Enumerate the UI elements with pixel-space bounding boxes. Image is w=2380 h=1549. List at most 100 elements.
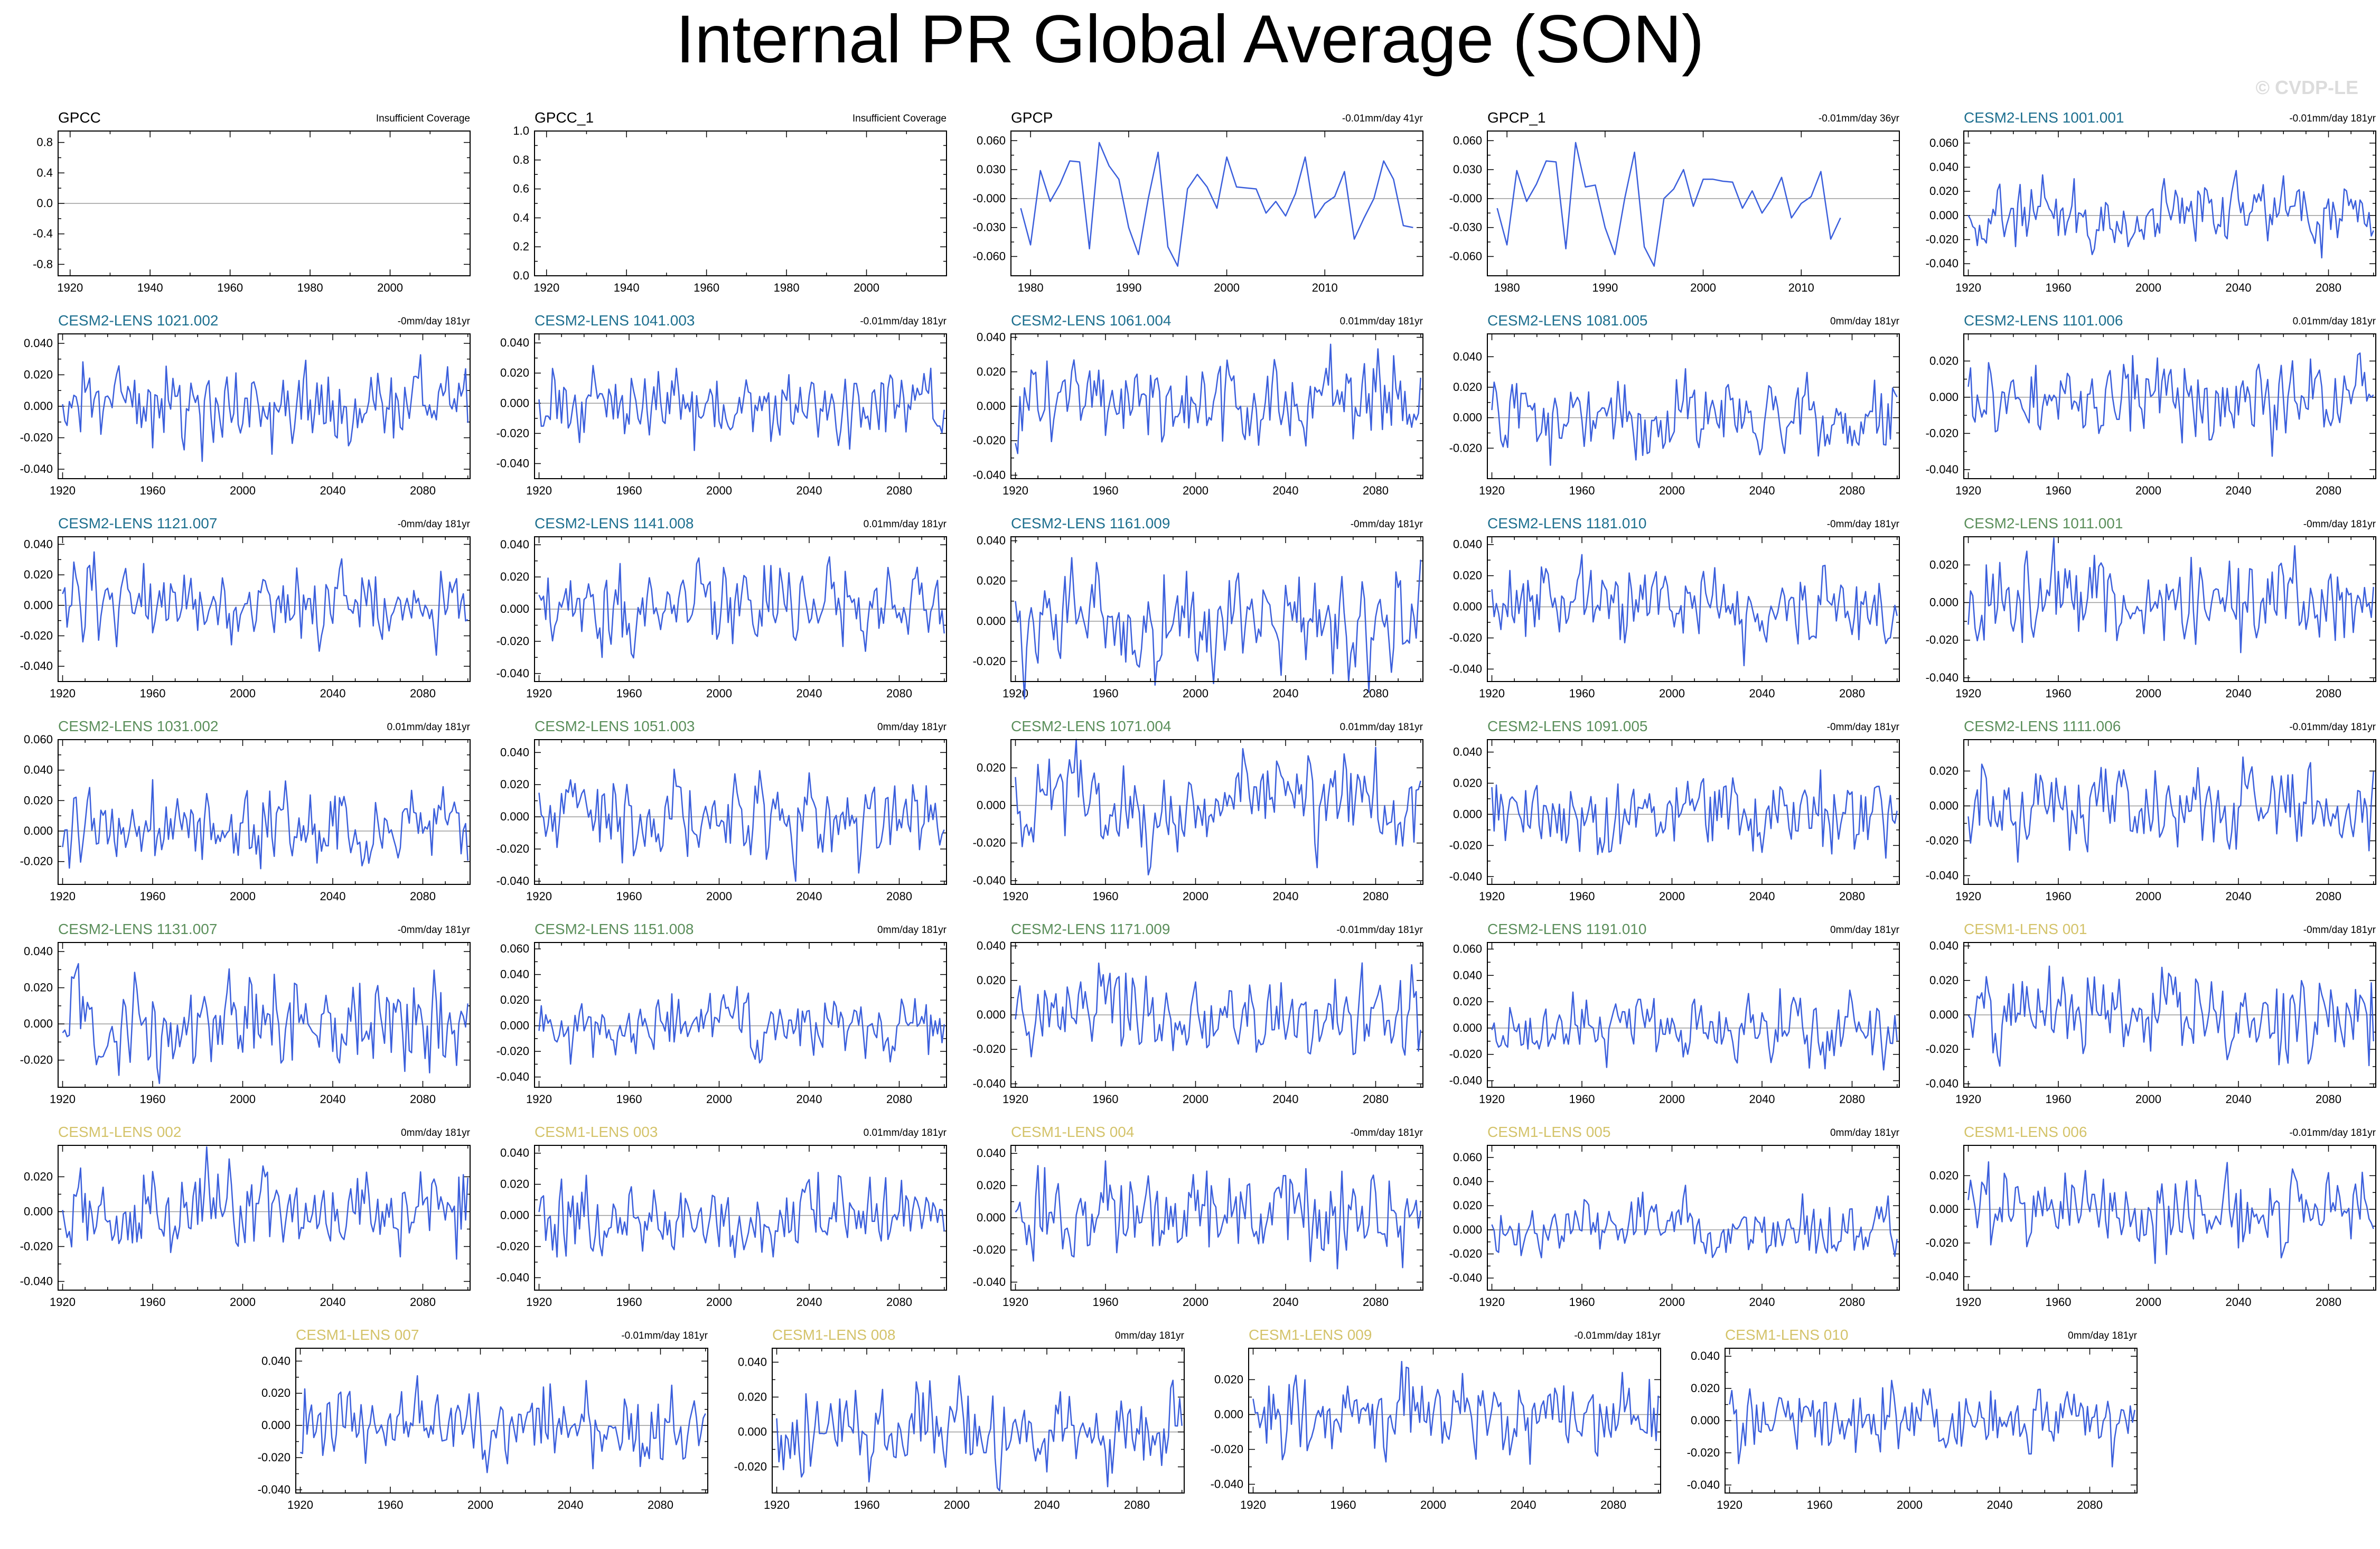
- x-tick-label: 2000: [230, 484, 256, 497]
- x-tick-label: 1920: [50, 890, 76, 903]
- panel-title: CESM2-LENS 1021.002: [58, 312, 219, 329]
- plot-frame: [58, 130, 471, 276]
- plot-frame: [295, 1348, 708, 1494]
- x-tick-label: 1960: [1569, 1093, 1595, 1106]
- y-tick-label: 0.020: [1453, 1199, 1482, 1212]
- x-tick-label: 2000: [706, 1093, 732, 1106]
- panel-title: CESM2-LENS 1031.002: [58, 718, 219, 734]
- x-tick-label: 1960: [140, 687, 166, 700]
- panel-title: GPCP: [1011, 109, 1053, 126]
- panel-trend-label: 0mm/day 181yr: [1830, 1127, 1900, 1139]
- x-tick-label: 1990: [1592, 281, 1618, 294]
- x-tick-label: 2080: [1124, 1498, 1150, 1511]
- y-tick-label: -0.020: [496, 634, 529, 648]
- x-tick-label: 2080: [2316, 687, 2341, 700]
- y-tick-label: 0.000: [977, 614, 1006, 628]
- y-tick-label: -0.020: [1926, 1042, 1959, 1056]
- y-tick-label: 0.020: [1214, 1373, 1243, 1386]
- x-tick-label: 2040: [1273, 687, 1299, 700]
- panel-trend-label: 0.01mm/day 181yr: [387, 722, 471, 733]
- panel-0: GPCC Insufficient Coverage -0.8 -0.4 0.0 0.4 0…: [33, 109, 471, 294]
- y-tick-label: -0.040: [1926, 257, 1959, 270]
- x-tick-label: 2080: [886, 687, 912, 700]
- panel-title: CESM2-LENS 1051.003: [535, 718, 695, 734]
- y-tick-label: 0.020: [1929, 974, 1959, 987]
- x-tick-label: 1940: [137, 281, 163, 294]
- panel-title: GPCP_1: [1487, 109, 1546, 126]
- y-tick-label: 0.020: [977, 761, 1006, 774]
- panel-11: CESM2-LENS 1141.008 0.01mm/day 181yr -0.04…: [496, 515, 947, 700]
- y-tick-label: -0.020: [1449, 441, 1482, 454]
- x-tick-label: 2080: [2316, 1093, 2341, 1106]
- y-tick-label: 0.020: [500, 570, 529, 583]
- plot-frame: [58, 1145, 471, 1291]
- y-tick-label: 0.020: [500, 1178, 529, 1191]
- y-tick-label: 0.2: [513, 240, 529, 253]
- panel-7: CESM2-LENS 1061.004 0.01mm/day 181yr -0.04…: [973, 312, 1423, 497]
- x-tick-label: 2040: [1273, 1295, 1299, 1309]
- panel-trend-label: 0.01mm/day 181yr: [2293, 316, 2376, 327]
- y-tick-label: -0.040: [20, 462, 53, 475]
- y-tick-label: -0.020: [1449, 1247, 1482, 1261]
- x-tick-label: 2000: [1183, 484, 1208, 497]
- x-tick-label: 2040: [2226, 1093, 2252, 1106]
- y-tick-label: 0.040: [24, 763, 53, 777]
- y-tick-label: 0.040: [500, 745, 529, 759]
- panel-trend-label: -0.01mm/day 181yr: [1336, 925, 1423, 936]
- y-tick-label: 0.020: [977, 1179, 1006, 1192]
- x-tick-label: 1920: [1479, 1295, 1505, 1309]
- y-tick-label: -0.020: [1926, 1236, 1959, 1249]
- y-tick-label: -0.040: [1926, 869, 1959, 882]
- panel-trend-label: 0mm/day 181yr: [2068, 1330, 2138, 1341]
- x-tick-label: 1920: [1955, 1295, 1981, 1309]
- panel-16: CESM2-LENS 1051.003 0mm/day 181yr -0.040 -0…: [496, 718, 947, 903]
- x-tick-label: 1960: [217, 281, 243, 294]
- x-tick-label: 1960: [140, 1093, 166, 1106]
- plot-frame: [534, 942, 947, 1088]
- y-tick-label: 0.040: [1929, 161, 1959, 174]
- panel-title: CESM2-LENS 1011.001: [1964, 515, 2123, 531]
- panel-trend-label: Insufficient Coverage: [376, 113, 470, 124]
- panel-9: CESM2-LENS 1101.006 0.01mm/day 181yr -0.04…: [1926, 312, 2376, 497]
- y-tick-label: -0.030: [1449, 221, 1482, 234]
- panel-trend-label: -0mm/day 181yr: [398, 316, 471, 327]
- y-tick-label: -0.040: [1926, 463, 1959, 476]
- y-tick-label: -0.020: [973, 1243, 1006, 1256]
- panel-trend-label: -0mm/day 181yr: [398, 925, 471, 936]
- y-tick-label: 0.000: [1453, 411, 1482, 424]
- series-line: [1491, 368, 1898, 466]
- y-tick-label: -0.040: [1449, 870, 1482, 883]
- x-tick-label: 1920: [50, 1093, 76, 1106]
- x-tick-label: 1960: [694, 281, 719, 294]
- series-line: [1015, 739, 1421, 876]
- x-tick-label: 1920: [1002, 1093, 1028, 1106]
- x-tick-label: 2080: [1600, 1498, 1626, 1511]
- x-tick-label: 2000: [706, 890, 732, 903]
- y-tick-label: -0.020: [1926, 426, 1959, 440]
- x-tick-label: 2080: [1363, 484, 1389, 497]
- x-tick-label: 2040: [2226, 687, 2252, 700]
- y-tick-label: -0.040: [496, 456, 529, 470]
- panel-title: CESM2-LENS 1101.006: [1964, 312, 2123, 329]
- y-tick-label: 0.000: [1453, 600, 1482, 613]
- y-tick-label: -0.030: [973, 221, 1006, 234]
- panel-trend-label: -0mm/day 181yr: [398, 519, 471, 530]
- y-tick-label: 0.4: [36, 166, 53, 179]
- y-tick-label: 0.020: [500, 778, 529, 791]
- y-tick-label: 0.8: [36, 136, 53, 149]
- x-tick-label: 2000: [377, 281, 403, 294]
- y-tick-label: 0.040: [24, 337, 53, 350]
- series-line: [1015, 343, 1421, 454]
- x-tick-label: 1920: [1479, 687, 1505, 700]
- series-line: [62, 551, 468, 656]
- x-tick-label: 1920: [1955, 484, 1981, 497]
- y-tick-label: -0.020: [20, 629, 53, 642]
- y-tick-label: 0.020: [977, 974, 1006, 987]
- panel-trend-label: -0.01mm/day 181yr: [2289, 113, 2376, 124]
- panel-trend-label: -0mm/day 181yr: [1827, 519, 1900, 530]
- x-tick-label: 1920: [50, 484, 76, 497]
- y-tick-label: 0.000: [1929, 209, 1959, 222]
- y-tick-label: 0.040: [977, 331, 1006, 344]
- panel-17: CESM2-LENS 1071.004 0.01mm/day 181yr -0.04…: [973, 718, 1423, 903]
- plot-frame: [534, 1145, 947, 1291]
